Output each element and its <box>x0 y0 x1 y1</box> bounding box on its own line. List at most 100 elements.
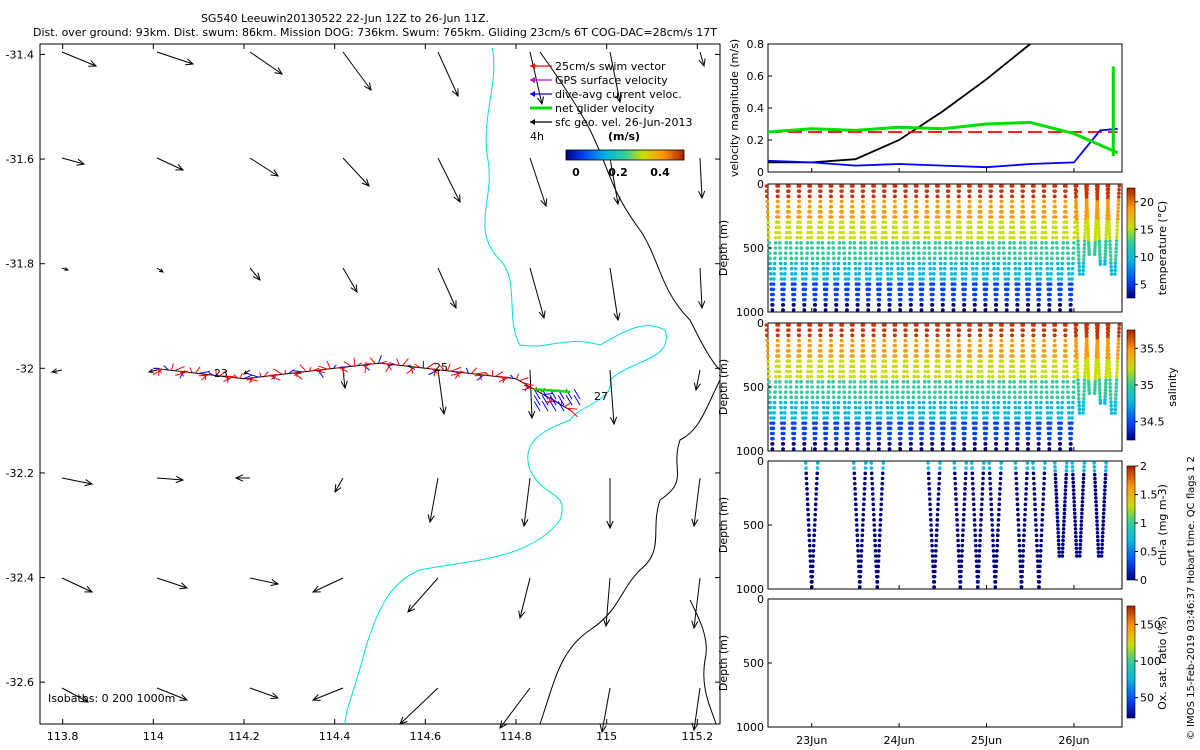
salinity-profile-dot <box>840 343 844 348</box>
temperature-profile-dot <box>1033 230 1037 235</box>
salinity-profile-dot <box>784 385 788 389</box>
swim-vector <box>227 376 229 383</box>
temperature-profile-dot <box>941 303 945 307</box>
temperature-profile-dot <box>1031 189 1035 193</box>
temperature-profile-dot <box>1007 251 1012 255</box>
temperature-profile-dot <box>1059 277 1064 281</box>
temperature-profile-dot <box>873 241 878 245</box>
salinity-profile-dot <box>968 349 972 353</box>
salinity-profile-dot <box>925 349 930 353</box>
temperature-profile-dot <box>872 220 877 224</box>
salinity-profile-dot <box>1095 332 1099 337</box>
salinity-profile-dot <box>914 349 919 353</box>
temperature-profile-dot <box>858 256 862 261</box>
salinity-profile-dot <box>1047 447 1052 451</box>
swim-vector <box>401 358 409 366</box>
temperature-profile-dot <box>996 256 1001 261</box>
chla-profile-dot <box>810 564 815 569</box>
temperature-profile-dot <box>891 235 895 240</box>
chla-profile-dot <box>815 471 820 476</box>
salinity-profile-dot <box>774 369 778 374</box>
temperature-profile-dot <box>838 225 843 230</box>
temperature-profile-dot <box>816 230 821 235</box>
temperature-profile-dot <box>837 241 842 245</box>
temperature-profile-dot <box>776 220 781 224</box>
salinity-profile-dot <box>975 385 980 389</box>
temperature-profile-dot <box>839 189 843 193</box>
salinity-profile-dot <box>1027 421 1032 425</box>
salinity-profile-dot <box>778 385 782 389</box>
temperature-profile-dot <box>1103 259 1107 263</box>
salinity-profile-dot <box>904 349 908 353</box>
salinity-profile-dot <box>923 374 927 379</box>
salinity-profile-dot <box>850 338 855 343</box>
salinity-profile-dot <box>869 380 874 384</box>
temperature-profile-dot <box>1029 246 1033 250</box>
salinity-profile-dot <box>960 405 964 410</box>
temperature-profile-dot <box>800 261 804 266</box>
chla-profile-dot <box>869 461 874 465</box>
salinity-profile-dot <box>944 380 948 384</box>
chla-profile-dot <box>877 549 881 553</box>
salinity-profile-dot <box>965 374 970 379</box>
salinity-profile-dot <box>973 436 978 441</box>
temperature-profile-dot <box>985 266 990 271</box>
temperature-profile-dot <box>905 225 909 230</box>
temperature-profile-dot <box>1105 187 1110 192</box>
temperature-profile-dot <box>962 303 967 307</box>
salinity-profile-dot <box>929 421 933 425</box>
temperature-profile-dot <box>997 251 1001 255</box>
salinity-profile-dot <box>1056 405 1060 410</box>
temperature-profile-dot <box>864 272 869 276</box>
temperature-profile-dot <box>1042 204 1047 209</box>
salinity-profile-dot <box>868 411 872 415</box>
temperature-profile-dot <box>962 297 967 302</box>
temperature-profile-dot <box>1116 195 1121 199</box>
salinity-profile-dot <box>777 380 782 384</box>
chla-profile-dot <box>1061 538 1065 543</box>
salinity-profile-dot <box>900 411 904 415</box>
temperature-profile-dot <box>777 230 782 235</box>
salinity-profile-dot <box>970 390 974 394</box>
temperature-profile-dot <box>1063 199 1068 204</box>
chla-profile-dot <box>1034 538 1039 543</box>
salinity-profile-dot <box>1017 416 1021 420</box>
temperature-profile-dot <box>927 241 931 245</box>
temperature-profile-dot <box>1056 272 1061 276</box>
temperature-profile-dot <box>1086 235 1091 239</box>
salinity-profile-dot <box>766 369 771 374</box>
temperature-profile-dot <box>1085 215 1090 220</box>
salinity-profile-dot <box>1098 391 1102 396</box>
salinity-profile-dot <box>765 343 770 348</box>
temperature-profile-dot <box>935 184 939 188</box>
temperature-profile-dot <box>1013 272 1018 276</box>
salinity-profile-dot <box>1040 369 1045 374</box>
salinity-profile-dot <box>918 416 922 420</box>
temperature-profile-dot <box>990 220 994 224</box>
temperature-profile-dot <box>1011 220 1015 224</box>
salinity-profile-dot <box>811 405 815 410</box>
salinity-profile-dot <box>933 380 938 384</box>
salinity-profile-dot <box>800 395 804 400</box>
sfc-velocity-arrowhead <box>698 300 706 310</box>
chla-profile-dot <box>973 533 978 538</box>
sfc-velocity-arrow <box>156 157 184 171</box>
salinity-profile-dot <box>837 390 841 394</box>
temperature-profile-dot <box>924 184 928 188</box>
temperature-profile-dot <box>824 303 828 307</box>
chla-profile-dot <box>1093 492 1098 496</box>
temperature-profile-dot <box>932 266 936 271</box>
isobath-1000m <box>689 599 717 725</box>
temperature-profile-dot <box>921 272 926 276</box>
chla-profile-dot <box>990 533 995 538</box>
salinity-profile-dot <box>930 442 935 446</box>
swim-vector <box>377 354 382 364</box>
salinity-profile-dot <box>1105 323 1110 327</box>
salinity-profile-dot <box>767 374 771 379</box>
dive-avg-current-vector <box>533 400 541 412</box>
legend-dive-avg-current: dive-avg current veloc. <box>555 88 682 101</box>
chla-colorbar-tick-label: 0 <box>1140 574 1147 587</box>
temperature-profile-dot <box>810 246 814 250</box>
temperature-profile-dot <box>826 246 831 250</box>
chla-profile-dot <box>957 559 961 563</box>
